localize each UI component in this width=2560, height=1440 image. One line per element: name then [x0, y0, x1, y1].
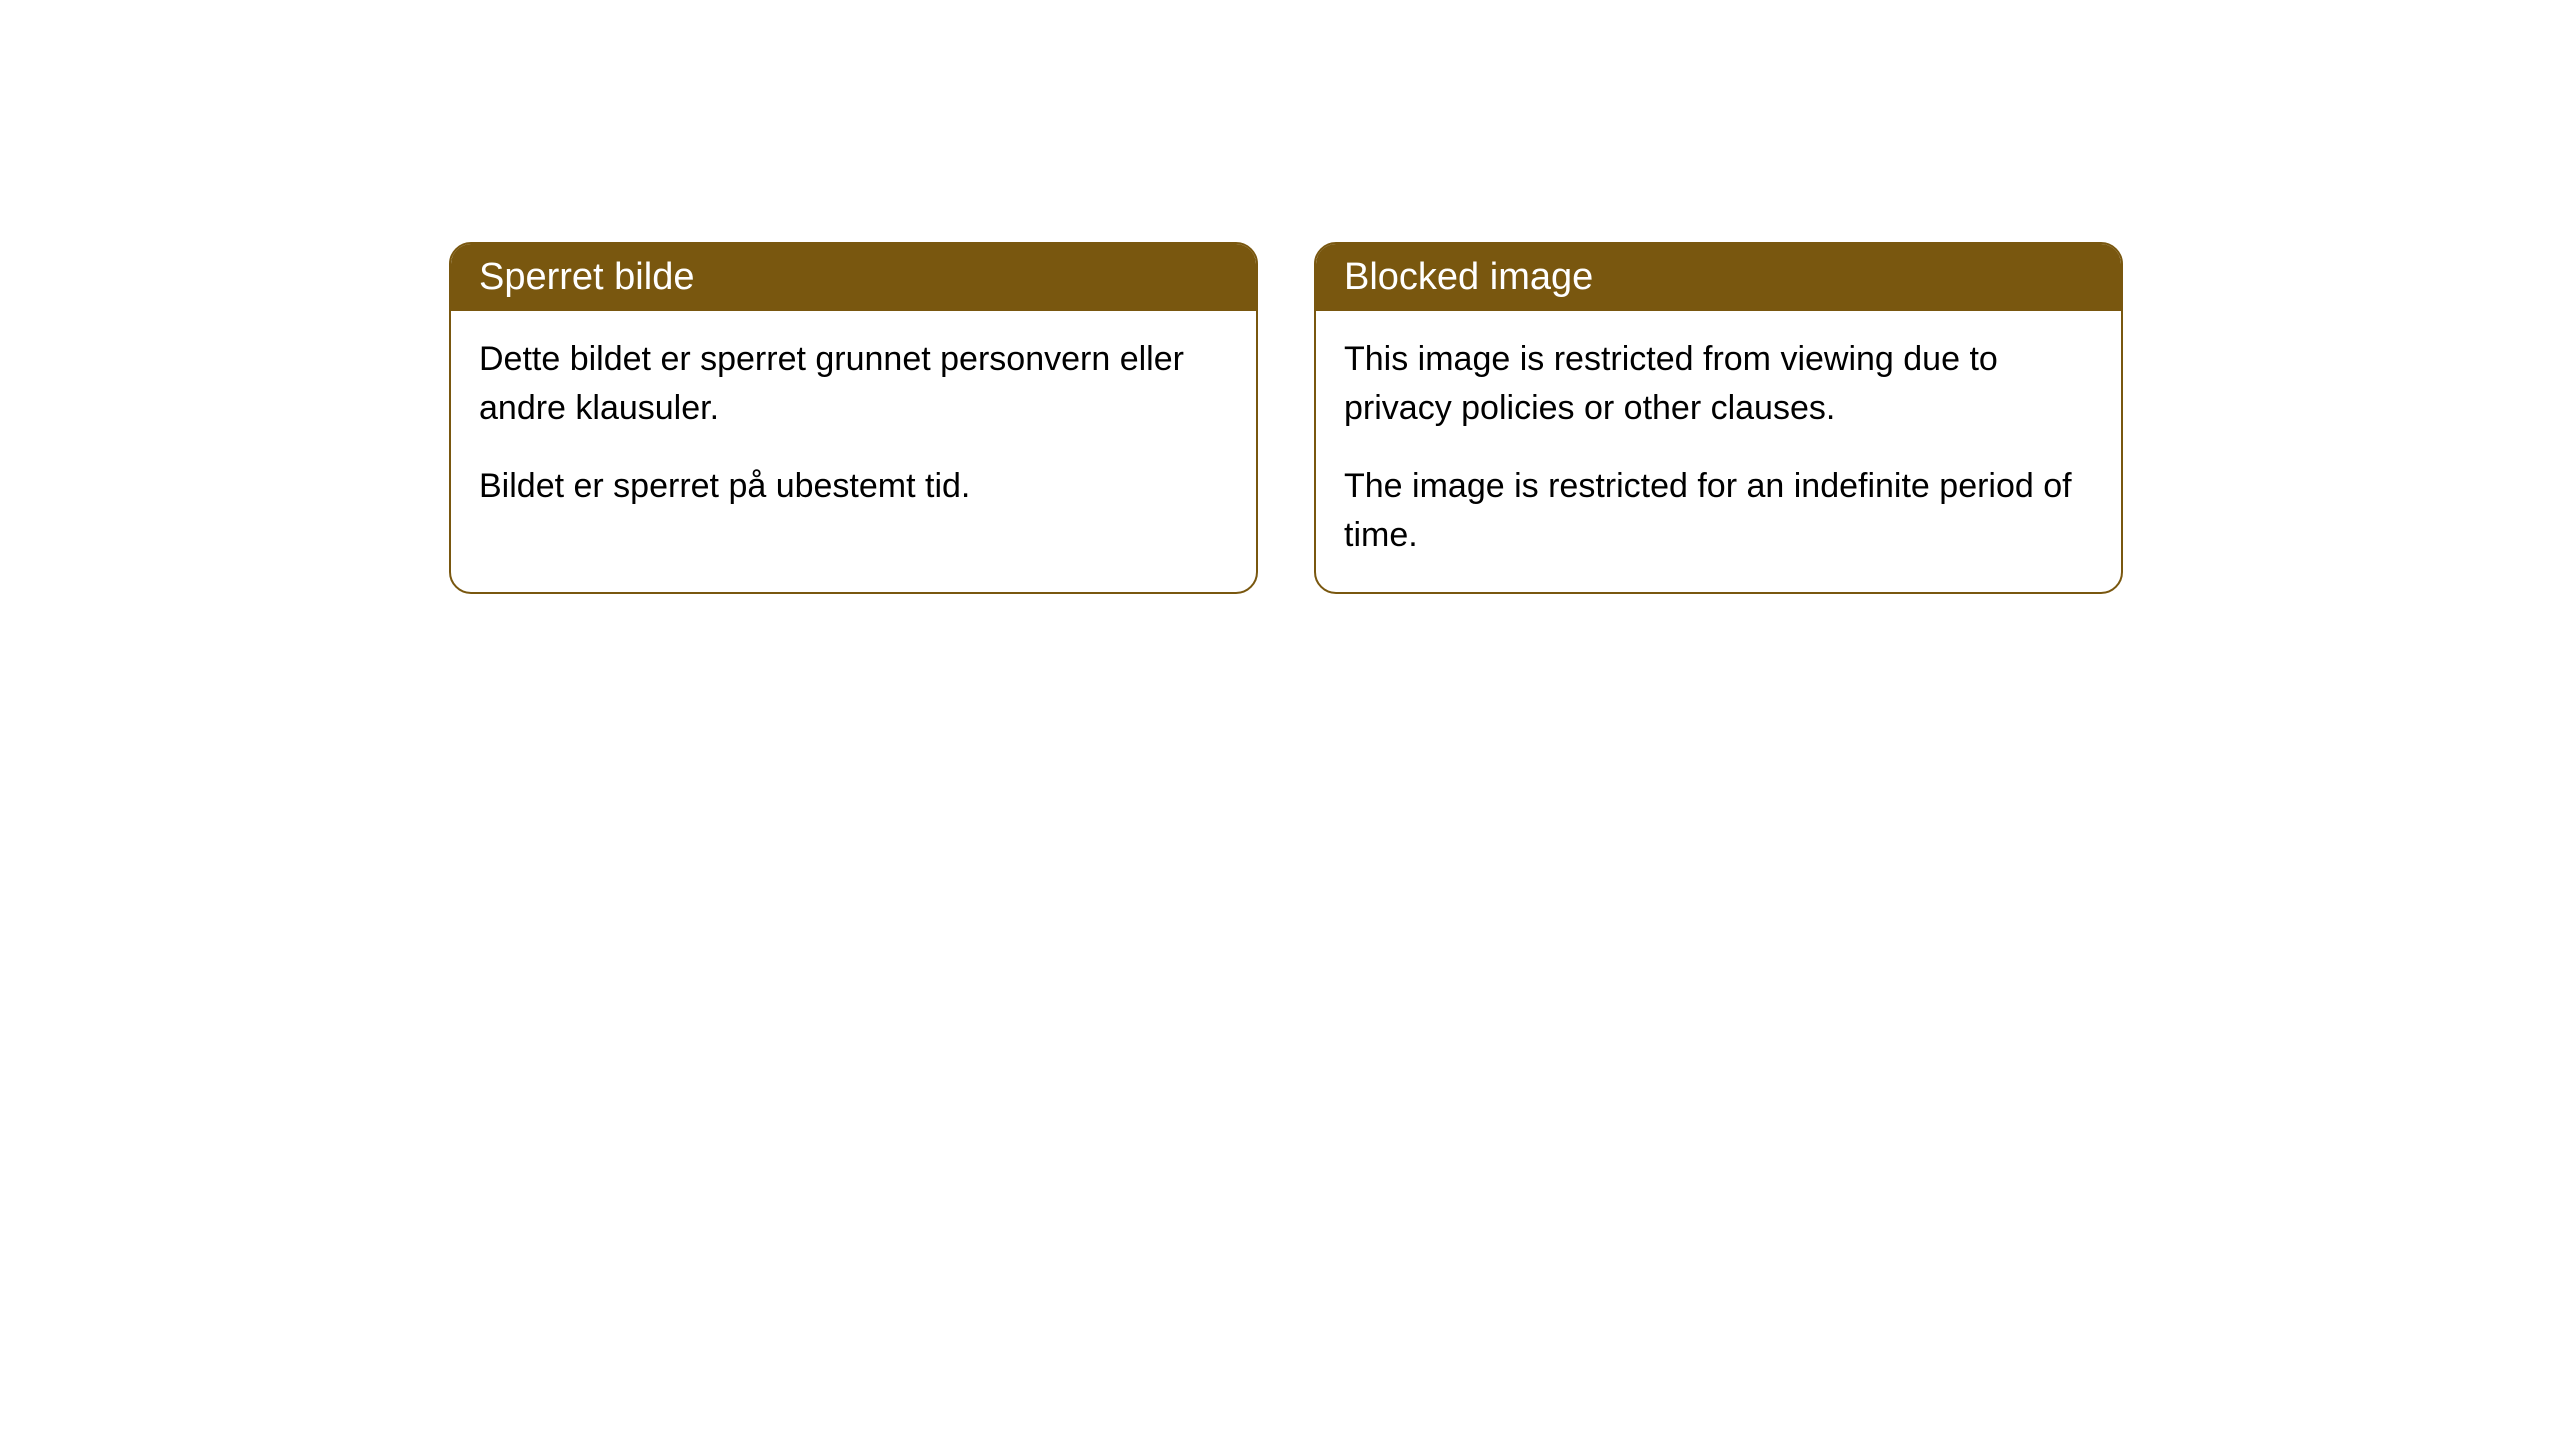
- notice-card-norwegian: Sperret bilde Dette bildet er sperret gr…: [449, 242, 1258, 594]
- card-text-norwegian-1: Dette bildet er sperret grunnet personve…: [479, 335, 1228, 434]
- card-header-norwegian: Sperret bilde: [451, 244, 1256, 311]
- card-title-norwegian: Sperret bilde: [479, 256, 694, 298]
- card-text-norwegian-2: Bildet er sperret på ubestemt tid.: [479, 462, 1228, 511]
- card-title-english: Blocked image: [1344, 256, 1593, 298]
- card-body-english: This image is restricted from viewing du…: [1316, 311, 2121, 592]
- card-text-english-1: This image is restricted from viewing du…: [1344, 335, 2093, 434]
- notice-cards-container: Sperret bilde Dette bildet er sperret gr…: [449, 242, 2123, 594]
- card-header-english: Blocked image: [1316, 244, 2121, 311]
- card-body-norwegian: Dette bildet er sperret grunnet personve…: [451, 311, 1256, 543]
- notice-card-english: Blocked image This image is restricted f…: [1314, 242, 2123, 594]
- card-text-english-2: The image is restricted for an indefinit…: [1344, 462, 2093, 561]
